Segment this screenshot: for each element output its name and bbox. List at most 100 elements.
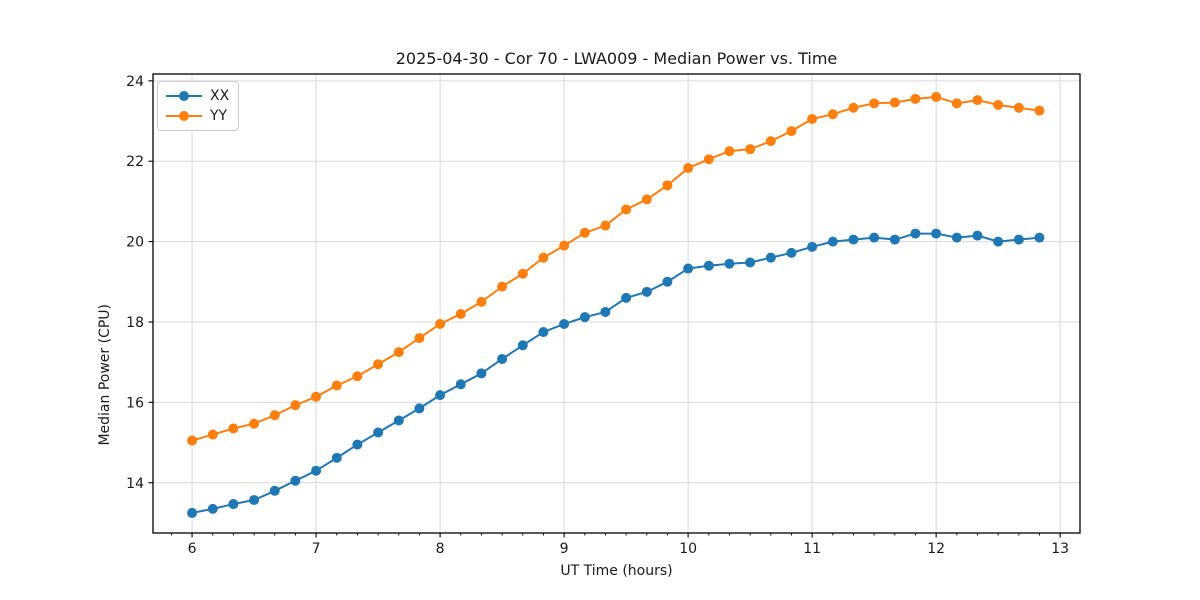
data-point-xx: [1013, 234, 1024, 245]
data-point-yy: [951, 98, 962, 109]
data-point-xx: [435, 390, 446, 401]
legend-line-sample-xx: [166, 91, 202, 101]
data-point-xx: [559, 318, 570, 329]
data-point-xx: [993, 236, 1004, 247]
data-point-xx: [497, 353, 508, 364]
data-point-yy: [1013, 102, 1024, 113]
data-point-yy: [869, 98, 880, 109]
data-point-yy: [641, 194, 652, 205]
y-tick-label: 16: [126, 395, 144, 411]
data-point-xx: [600, 306, 611, 317]
data-point-xx: [931, 228, 942, 239]
data-point-yy: [683, 163, 694, 174]
data-point-yy: [414, 333, 425, 344]
data-point-xx: [1034, 232, 1045, 243]
legend-line-sample-yy: [166, 111, 202, 121]
x-tick-label: 6: [188, 541, 197, 557]
data-point-yy: [703, 154, 714, 165]
data-point-xx: [621, 292, 632, 303]
data-point-yy: [497, 281, 508, 292]
data-point-yy: [393, 347, 404, 358]
x-tick-label: 12: [927, 541, 945, 557]
data-point-xx: [269, 485, 280, 496]
data-point-yy: [290, 400, 301, 411]
data-point-yy: [621, 204, 632, 215]
data-point-xx: [745, 257, 756, 268]
data-point-yy: [187, 435, 198, 446]
data-point-yy: [745, 144, 756, 155]
legend: XX YY: [157, 81, 240, 131]
data-point-xx: [827, 236, 838, 247]
data-point-yy: [600, 220, 611, 231]
legend-item-xx: XX: [166, 86, 229, 106]
data-point-xx: [393, 415, 404, 426]
data-point-xx: [951, 232, 962, 243]
data-point-yy: [352, 371, 363, 382]
data-point-yy: [455, 308, 466, 319]
data-point-xx: [765, 252, 776, 263]
data-point-xx: [207, 503, 218, 514]
data-point-yy: [538, 252, 549, 263]
x-tick-label: 10: [679, 541, 697, 557]
chart-title: 2025-04-30 - Cor 70 - LWA009 - Median Po…: [395, 49, 838, 68]
data-point-xx: [869, 232, 880, 243]
x-tick-label: 8: [436, 541, 445, 557]
data-point-yy: [1034, 105, 1045, 116]
data-point-xx: [331, 452, 342, 463]
data-point-xx: [724, 258, 735, 269]
x-axis-label: UT Time (hours): [560, 563, 673, 579]
data-point-xx: [703, 260, 714, 271]
data-point-xx: [187, 507, 198, 518]
data-point-xx: [683, 263, 694, 274]
data-point-yy: [910, 93, 921, 104]
data-point-yy: [517, 268, 528, 279]
legend-item-yy: YY: [166, 106, 229, 126]
legend-marker-yy: [179, 111, 189, 121]
x-tick-label: 11: [803, 541, 821, 557]
data-point-xx: [517, 340, 528, 351]
data-point-xx: [807, 241, 818, 252]
y-tick-label: 24: [126, 74, 144, 90]
data-point-yy: [476, 296, 487, 307]
legend-label-xx: XX: [210, 88, 230, 104]
data-point-yy: [269, 410, 280, 421]
data-point-xx: [786, 247, 797, 258]
data-point-xx: [249, 495, 260, 506]
data-point-xx: [290, 475, 301, 486]
data-point-xx: [228, 499, 239, 510]
data-point-xx: [848, 234, 859, 245]
data-point-yy: [827, 109, 838, 120]
y-tick-label: 22: [126, 154, 144, 170]
axes-frame: [152, 73, 1081, 534]
data-point-yy: [311, 391, 322, 402]
data-point-yy: [228, 423, 239, 434]
legend-marker-xx: [179, 91, 189, 101]
data-point-yy: [207, 429, 218, 440]
data-point-yy: [249, 418, 260, 429]
data-point-yy: [662, 180, 673, 191]
data-point-yy: [993, 99, 1004, 110]
data-point-xx: [662, 276, 673, 287]
y-tick-label: 14: [126, 476, 144, 492]
data-point-yy: [373, 359, 384, 370]
data-point-xx: [579, 312, 590, 323]
y-axis-label-text: Median Power (CPU): [97, 303, 113, 446]
data-point-xx: [972, 230, 983, 241]
data-point-yy: [972, 95, 983, 106]
data-point-yy: [331, 380, 342, 391]
legend-label-yy: YY: [210, 108, 228, 124]
data-point-yy: [579, 227, 590, 238]
data-point-yy: [435, 318, 446, 329]
data-point-xx: [641, 286, 652, 297]
y-tick-label: 20: [126, 235, 144, 251]
data-point-yy: [724, 146, 735, 157]
x-tick-label: 13: [1051, 541, 1069, 557]
data-point-xx: [373, 427, 384, 438]
data-point-xx: [455, 379, 466, 390]
series-line-yy: [191, 95, 1041, 442]
data-point-xx: [414, 403, 425, 414]
data-point-xx: [889, 234, 900, 245]
x-tick-label: 9: [560, 541, 569, 557]
data-point-xx: [476, 368, 487, 379]
